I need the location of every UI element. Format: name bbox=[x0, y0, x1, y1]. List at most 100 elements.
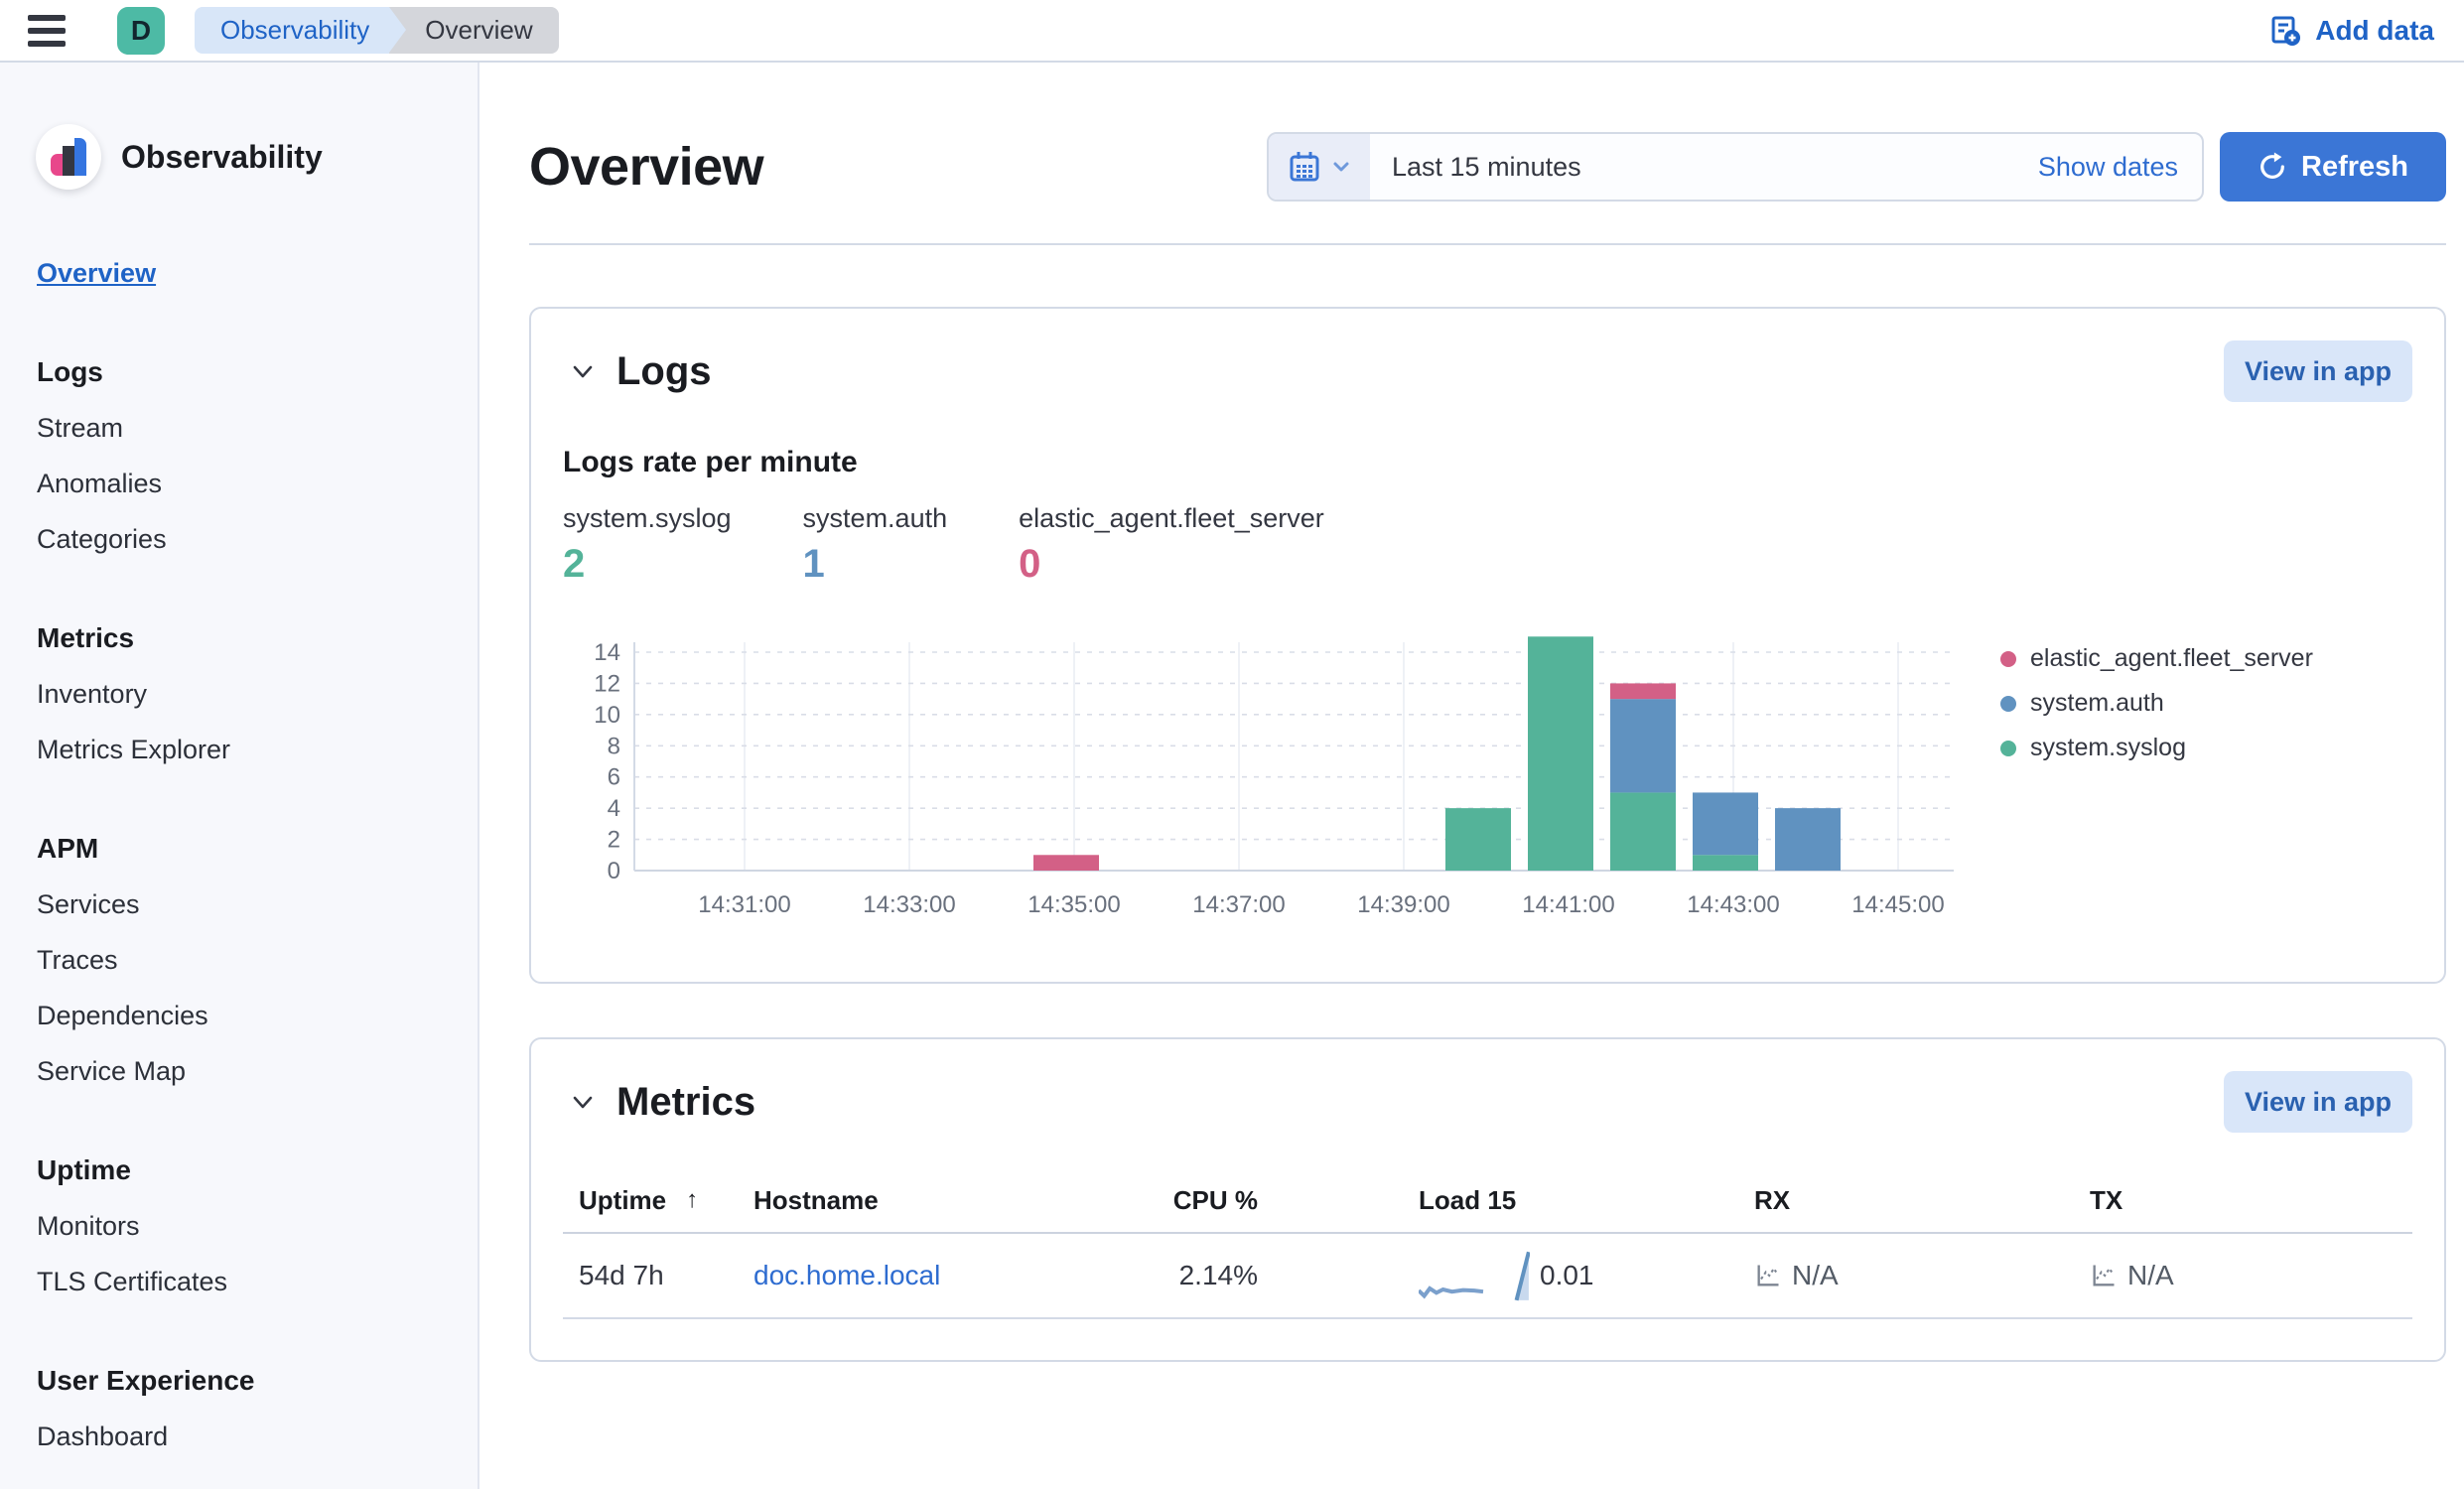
sidebar-section-metrics: Metrics bbox=[37, 622, 135, 653]
sidebar-section-user-experience: User Experience bbox=[37, 1365, 255, 1396]
logs-collapse-chevron-icon[interactable] bbox=[563, 351, 603, 391]
page-title: Overview bbox=[529, 137, 764, 197]
y-axis-tick-label: 8 bbox=[608, 733, 620, 759]
legend-label: elastic_agent.fleet_server bbox=[2030, 644, 2313, 672]
bar-segment-system.auth bbox=[1693, 792, 1758, 856]
column-header-label: Load 15 bbox=[1419, 1184, 1517, 1215]
metrics-table: Uptime ↑ Hostname CPU % Load 15 RX TX 54d 7h doc… bbox=[563, 1168, 2412, 1319]
sidebar-item-service-map[interactable]: Service Map bbox=[37, 1055, 187, 1086]
bar-segment-system.auth bbox=[1775, 808, 1841, 871]
sidebar-item-monitors[interactable]: Monitors bbox=[37, 1210, 140, 1241]
bar-segment-system.syslog bbox=[1610, 792, 1676, 871]
metrics-panel: Metrics View in app Uptime ↑ Hostname CPU %… bbox=[529, 1037, 2446, 1362]
sidebar-section-logs: Logs bbox=[37, 356, 103, 387]
logs-panel: Logs View in app Logs rate per minute sy… bbox=[529, 307, 2446, 984]
bar-segment-system.syslog bbox=[1528, 636, 1593, 871]
time-range-value[interactable]: Last 15 minutes bbox=[1392, 151, 1581, 182]
column-header-load-15[interactable]: Load 15 bbox=[1403, 1185, 1738, 1216]
legend-label: system.syslog bbox=[2030, 734, 2186, 761]
add-data-button[interactable]: Add data bbox=[2269, 15, 2434, 47]
breadcrumb: Observability Overview bbox=[195, 7, 559, 54]
x-axis-tick-label: 14:45:00 bbox=[1851, 891, 1944, 916]
log-stat-value: 1 bbox=[802, 542, 825, 586]
chevron-down-icon bbox=[1330, 156, 1352, 178]
logs-stats-row: system.syslog 2 system.auth 1 elastic_agent.… bbox=[563, 503, 2412, 587]
metrics-collapse-chevron-icon[interactable] bbox=[563, 1082, 603, 1122]
load15-cell: 0.01 bbox=[1403, 1249, 1738, 1302]
x-axis-tick-label: 14:33:00 bbox=[863, 891, 955, 916]
time-range-picker: Last 15 minutes Show dates bbox=[1267, 132, 2204, 202]
load15-sparkline bbox=[1419, 1251, 1530, 1301]
log-stat-system.syslog: system.syslog 2 bbox=[563, 503, 732, 587]
tx-value: N/A bbox=[2127, 1260, 2174, 1290]
column-header-uptime[interactable]: Uptime ↑ bbox=[563, 1185, 738, 1216]
log-stat-value: 2 bbox=[563, 542, 586, 586]
bar-segment-system.syslog bbox=[1693, 855, 1758, 871]
sidebar-item-overview[interactable]: Overview bbox=[37, 257, 157, 288]
x-axis-tick-label: 14:43:00 bbox=[1687, 891, 1779, 916]
y-axis-tick-label: 12 bbox=[594, 670, 620, 697]
x-axis-tick-label: 14:37:00 bbox=[1192, 891, 1285, 916]
breadcrumb-observability[interactable]: Observability bbox=[195, 7, 407, 54]
tx-cell: N/A bbox=[2074, 1260, 2412, 1291]
menu-icon[interactable] bbox=[28, 14, 66, 47]
column-header-label: Uptime bbox=[579, 1184, 667, 1215]
legend-dot-icon bbox=[2000, 695, 2016, 712]
breadcrumb-overview[interactable]: Overview bbox=[389, 7, 559, 54]
add-data-icon bbox=[2269, 15, 2301, 47]
metrics-table-header-row: Uptime ↑ Hostname CPU % Load 15 RX TX bbox=[563, 1168, 2412, 1234]
refresh-button[interactable]: Refresh bbox=[2220, 132, 2446, 202]
x-axis-tick-label: 14:39:00 bbox=[1357, 891, 1449, 916]
sidebar-item-dashboard[interactable]: Dashboard bbox=[37, 1421, 169, 1451]
bar-segment-elastic_agent.fleet_server bbox=[1033, 855, 1099, 871]
x-axis-tick-label: 14:41:00 bbox=[1522, 891, 1614, 916]
y-axis-tick-label: 4 bbox=[608, 795, 620, 822]
sidebar-item-anomalies[interactable]: Anomalies bbox=[37, 468, 163, 498]
logs-rate-subtitle: Logs rate per minute bbox=[563, 446, 858, 478]
legend-item-system.syslog[interactable]: system.syslog bbox=[2000, 726, 2313, 770]
calendar-dropdown-button[interactable] bbox=[1269, 134, 1370, 200]
top-bar: D Observability Overview Add data bbox=[0, 0, 2464, 63]
column-header-hostname[interactable]: Hostname bbox=[738, 1185, 1155, 1216]
hostname-link[interactable]: doc.home.local bbox=[753, 1260, 941, 1290]
sidebar-section-uptime: Uptime bbox=[37, 1154, 131, 1185]
y-axis-tick-label: 2 bbox=[608, 827, 620, 854]
add-data-label: Add data bbox=[2315, 14, 2434, 46]
observability-logo-icon bbox=[36, 124, 101, 190]
column-header-label: RX bbox=[1754, 1184, 1791, 1215]
hostname-cell: doc.home.local bbox=[738, 1260, 1155, 1291]
column-header-rx[interactable]: RX bbox=[1738, 1185, 2074, 1216]
metrics-view-in-app-button[interactable]: View in app bbox=[2224, 1071, 2412, 1133]
sidebar-item-categories[interactable]: Categories bbox=[37, 523, 167, 554]
log-stat-system.auth: system.auth 1 bbox=[803, 503, 948, 587]
sidebar-item-dependencies[interactable]: Dependencies bbox=[37, 1000, 208, 1030]
sidebar: Observability Overview Logs Stream Anomali… bbox=[0, 63, 479, 1489]
y-axis-tick-label: 14 bbox=[594, 639, 620, 666]
sort-asc-icon: ↑ bbox=[686, 1186, 699, 1213]
log-stat-elastic_agent.fleet_server: elastic_agent.fleet_server 0 bbox=[1019, 503, 1324, 587]
logs-view-in-app-button[interactable]: View in app bbox=[2224, 340, 2412, 402]
rx-cell: N/A bbox=[1738, 1260, 2074, 1291]
logs-rate-chart: 0 2 4 6 8 10 12 14 14:31:00 14:33:00 14:35:00 14:37… bbox=[563, 626, 1973, 921]
sidebar-item-stream[interactable]: Stream bbox=[37, 412, 124, 443]
legend-item-elastic_agent.fleet_server[interactable]: elastic_agent.fleet_server bbox=[2000, 636, 2313, 681]
y-axis-tick-label: 0 bbox=[608, 858, 620, 884]
legend-item-system.auth[interactable]: system.auth bbox=[2000, 681, 2313, 726]
sidebar-nav: Overview Logs Stream Anomalies Categories Me… bbox=[0, 245, 478, 1464]
space-avatar[interactable]: D bbox=[117, 6, 165, 55]
uptime-cell: 54d 7h bbox=[579, 1260, 664, 1290]
sidebar-item-traces[interactable]: Traces bbox=[37, 944, 118, 975]
log-stat-value: 0 bbox=[1019, 542, 1041, 586]
column-header-label: CPU % bbox=[1172, 1184, 1258, 1215]
y-axis-tick-label: 6 bbox=[608, 764, 620, 791]
show-dates-link[interactable]: Show dates bbox=[2037, 151, 2178, 182]
sidebar-item-inventory[interactable]: Inventory bbox=[37, 678, 148, 709]
sidebar-item-metrics-explorer[interactable]: Metrics Explorer bbox=[37, 734, 231, 764]
log-stat-label: elastic_agent.fleet_server bbox=[1019, 503, 1324, 533]
column-header-cpu-[interactable]: CPU % bbox=[1155, 1185, 1403, 1216]
sidebar-app-title: Observability bbox=[121, 138, 323, 175]
metrics-panel-title: Metrics bbox=[616, 1079, 756, 1124]
sidebar-item-tls-certificates[interactable]: TLS Certificates bbox=[37, 1266, 228, 1296]
sidebar-item-services[interactable]: Services bbox=[37, 888, 140, 919]
column-header-tx[interactable]: TX bbox=[2074, 1185, 2412, 1216]
